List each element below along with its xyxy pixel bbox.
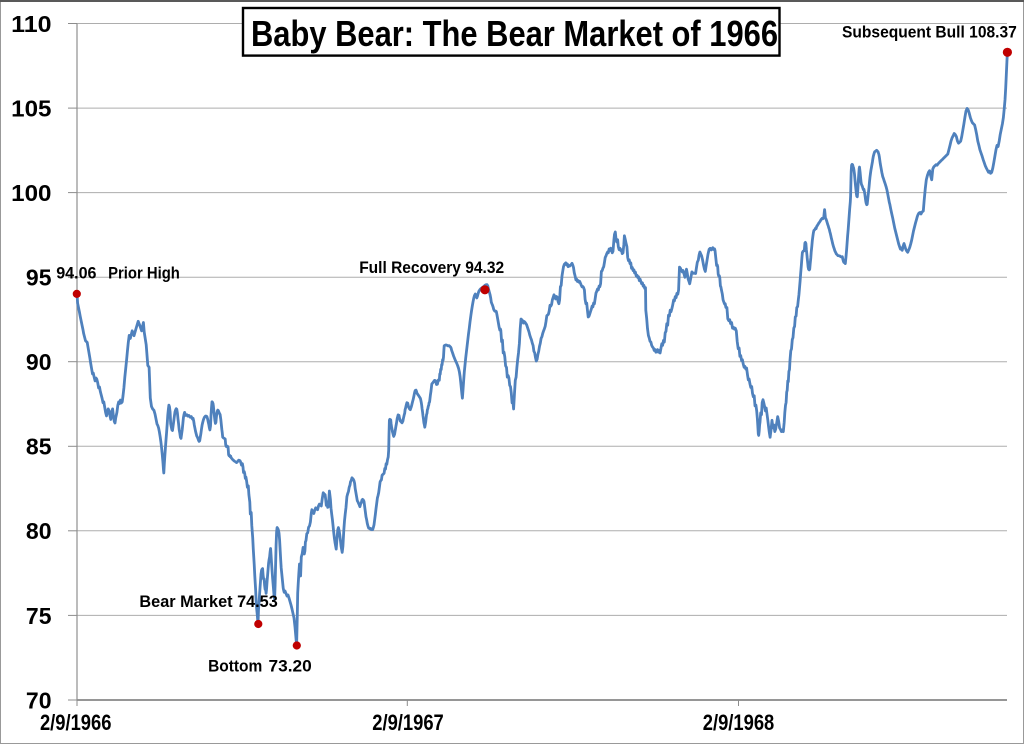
svg-text:94.06: 94.06 [56, 265, 96, 283]
svg-text:105: 105 [11, 96, 52, 122]
svg-text:100: 100 [11, 180, 51, 206]
svg-text:73.20: 73.20 [269, 657, 312, 675]
svg-text:75: 75 [26, 603, 52, 629]
svg-text:Baby Bear: The Bear Market of: Baby Bear: The Bear Market of 1966 [251, 13, 778, 54]
svg-text:80: 80 [26, 518, 52, 544]
svg-text:95: 95 [26, 265, 52, 291]
svg-text:Subsequent Bull 108.37: Subsequent Bull 108.37 [842, 24, 1017, 42]
svg-text:Bottom: Bottom [208, 657, 262, 675]
svg-text:2/9/1967: 2/9/1967 [372, 710, 444, 735]
svg-text:90: 90 [26, 349, 52, 375]
svg-text:Full Recovery 94.32: Full Recovery 94.32 [359, 259, 504, 277]
svg-text:110: 110 [11, 11, 51, 37]
svg-text:Bear Market 74.53: Bear Market 74.53 [139, 593, 277, 611]
svg-text:85: 85 [26, 434, 52, 460]
svg-text:2/9/1966: 2/9/1966 [40, 710, 112, 735]
svg-text:2/9/1968: 2/9/1968 [703, 710, 775, 735]
svg-text:70: 70 [26, 687, 52, 713]
svg-text:Prior High: Prior High [108, 265, 180, 283]
